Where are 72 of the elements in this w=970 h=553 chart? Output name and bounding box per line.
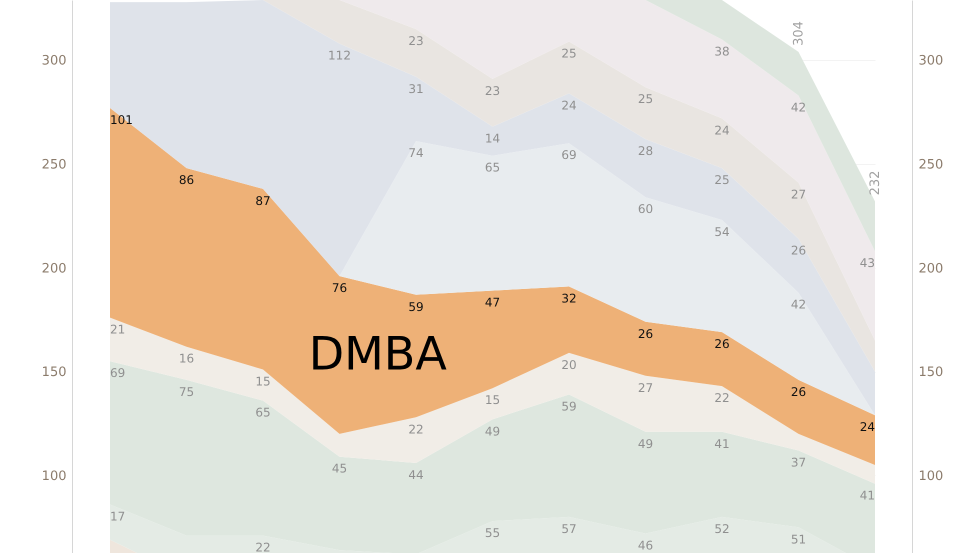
data-label: 49 [484, 424, 500, 438]
y2-tick-label: 100 [918, 468, 944, 484]
data-label: 52 [714, 522, 730, 536]
data-label: 24 [714, 123, 730, 138]
total-label: 232 [868, 170, 883, 196]
data-label: 59 [408, 300, 424, 314]
data-label: 47 [484, 296, 500, 310]
data-label: 25 [638, 92, 654, 106]
data-label: 17 [110, 509, 126, 524]
data-label: 69 [110, 366, 126, 380]
data-label: 26 [790, 384, 806, 399]
data-label: 26 [714, 337, 730, 352]
data-label: 26 [638, 326, 654, 341]
data-label: 38 [714, 44, 730, 58]
data-label: 41 [714, 436, 730, 451]
y2-tick-label: 150 [918, 365, 944, 380]
data-label: 23 [484, 84, 500, 98]
data-label: 75 [178, 384, 194, 399]
y2-tick-label: 250 [918, 158, 944, 173]
data-label: 55 [484, 526, 500, 540]
data-label: 23 [408, 34, 424, 48]
data-label: 26 [790, 244, 806, 258]
data-label: 15 [484, 393, 500, 408]
data-label: 87 [255, 194, 271, 208]
y-tick-label: 200 [42, 261, 66, 276]
data-label: 21 [110, 322, 126, 337]
data-label: 41 [860, 488, 875, 503]
data-label: 25 [714, 173, 730, 188]
data-label: 45 [332, 462, 348, 476]
data-label: 31 [408, 82, 424, 96]
data-label: 86 [178, 173, 194, 188]
data-label: 101 [110, 112, 133, 127]
data-label: 76 [332, 281, 348, 296]
data-label: 16 [178, 352, 194, 366]
data-label: 24 [561, 98, 577, 112]
data-label: 65 [484, 160, 500, 175]
y2-tick-label: 200 [918, 261, 944, 276]
data-label: 46 [638, 538, 654, 553]
data-label: 27 [790, 188, 806, 202]
data-label: 54 [714, 225, 730, 240]
data-label: 57 [561, 522, 577, 536]
data-label: 49 [638, 436, 654, 451]
data-label: 22 [408, 422, 424, 436]
data-label: 51 [790, 532, 806, 546]
y-tick-label: 150 [42, 365, 66, 380]
data-label: 15 [255, 374, 271, 389]
data-label: 32 [561, 291, 577, 306]
data-label: 14 [484, 132, 500, 146]
data-label: 24 [860, 420, 875, 434]
data-label: 20 [561, 358, 577, 372]
total-label: 304 [792, 21, 806, 46]
data-label: 43 [860, 256, 875, 270]
data-label: 112 [328, 48, 351, 63]
data-label: 22 [255, 540, 271, 553]
y-tick-label: 100 [42, 468, 66, 484]
data-label: 27 [638, 380, 654, 395]
y-tick-label: 250 [42, 158, 66, 173]
data-label: 25 [561, 46, 577, 61]
data-label: 37 [790, 455, 806, 470]
data-label: 42 [790, 100, 806, 114]
data-label: 74 [408, 146, 424, 160]
data-label: 65 [255, 406, 271, 420]
data-label: 59 [561, 399, 577, 414]
data-label: 22 [714, 391, 730, 406]
data-label: 28 [638, 144, 654, 158]
y2-tick-label: 300 [918, 54, 944, 69]
data-label: 60 [638, 202, 654, 216]
series-label: DMBA [308, 326, 448, 381]
data-label: 69 [561, 148, 577, 162]
data-label: 42 [790, 298, 806, 312]
data-label: 44 [408, 468, 424, 482]
y-tick-label: 300 [42, 54, 66, 69]
